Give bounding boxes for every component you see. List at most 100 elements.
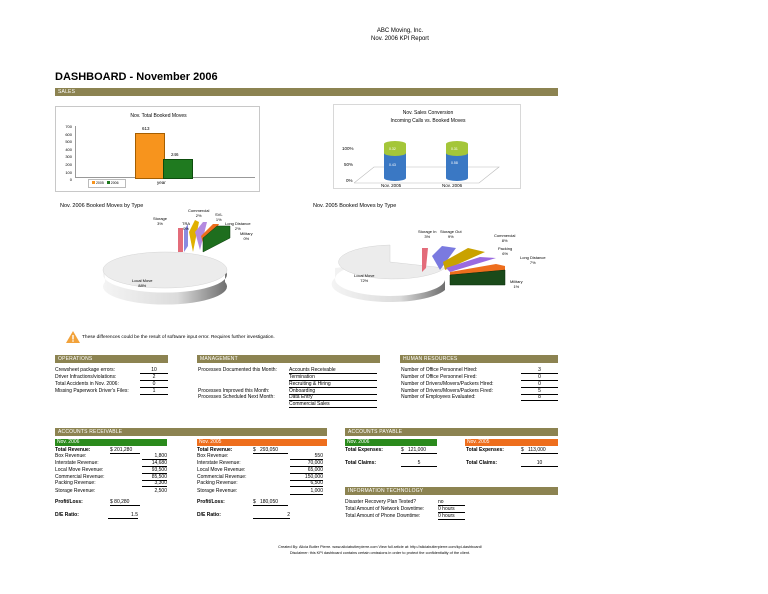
label-local-move: Local Move 88%: [132, 278, 153, 288]
booked-moves-chart: Nov. Total Booked Moves 700 600 500 400 …: [55, 106, 260, 192]
value-2006-top: 0.31: [451, 147, 458, 151]
ar-2005-label-1: Interstate Revenue:: [197, 460, 241, 466]
ap-2006-claims: 5: [401, 460, 437, 467]
ar-2006-value-0: 1,800: [142, 453, 167, 460]
ar-2006-label-4: Packing Revenue:: [55, 480, 96, 486]
label-2006: 246: [171, 152, 179, 157]
chart-title: Nov. 2006 Booked Moves by Type: [60, 203, 144, 209]
footer-credit: Created By: Alicia Butler Pierre. www.al…: [278, 545, 482, 549]
ops-label-0: Crewsheet package errors:: [55, 367, 116, 373]
ap-2006-claims-label: Total Claims:: [345, 460, 377, 466]
ar-nov-2005-header: Nov. 2005: [197, 439, 327, 446]
ar-2005-pl: $ 180,050: [253, 499, 288, 506]
ar-2006-pl-label: Profit/Loss:: [55, 499, 83, 505]
label-storage-in: Storage In 3%: [418, 229, 437, 239]
label-long-distance: Long Distance 7%: [520, 255, 546, 265]
it-value-2: 0 hours: [438, 513, 465, 520]
category-nov-2005: Nov. 2005: [381, 183, 402, 188]
pie-2005-chart: Nov. 2005 Booked Moves by Type Storage I…: [310, 200, 560, 320]
label-storage-out: Storage Out 9%: [440, 229, 462, 239]
ar-2005-total-label: Total Revenue:: [197, 447, 233, 453]
y-tick-100: 100%: [342, 146, 354, 151]
ar-2006-de: 1.5: [108, 512, 138, 519]
ar-2005-value-5: 1,000: [290, 488, 323, 495]
hr-value-2: 0: [521, 381, 558, 388]
ops-value-0: 10: [140, 367, 168, 374]
label-military: Military 1%: [510, 279, 523, 289]
section-operations: OPERATIONS: [55, 355, 168, 363]
it-value-0: no: [438, 499, 465, 506]
ar-2005-value-4: 6,500: [290, 480, 323, 487]
label-commercial: Commercial 2%: [188, 208, 210, 218]
y-axis-ticks: 700 600 500 400 300 200 100 0: [65, 124, 72, 183]
ap-nov-2006-header: Nov. 2006: [345, 439, 437, 446]
label-military: Military 0%: [240, 231, 253, 241]
x-axis-label: year: [157, 180, 166, 185]
value-2005-bottom: 0.43: [389, 163, 396, 167]
ap-2006-exp: $ 121,000: [401, 447, 437, 454]
value-2005-top: 0.32: [389, 147, 396, 151]
section-human-resources: HUMAN RESOURCES: [400, 355, 558, 363]
it-label-0: Disaster Recovery Plan Tested?: [345, 499, 417, 505]
mgmt-improved-label: Processes Improved this Month:: [198, 388, 270, 394]
hr-value-1: 0: [521, 374, 558, 381]
ar-2005-total: $ 293,050: [253, 447, 288, 454]
y-tick-0: 0%: [346, 178, 353, 183]
value-2006-bottom: 0.58: [451, 161, 458, 165]
hr-label-4: Number of Employees Evaluated:: [401, 394, 476, 400]
ap-2005-exp-label: Total Expenses:: [466, 447, 504, 453]
hr-value-0: 3: [521, 367, 558, 374]
ops-value-1: 2: [140, 374, 168, 381]
ar-2006-pl: $ 80,280: [110, 499, 140, 506]
ops-label-3: Missing Paperwork Driver's Files:: [55, 388, 129, 394]
ar-2006-total: $ 201,280: [110, 447, 140, 454]
hr-label-2: Number of Drivers/Movers/Packers Hired:: [401, 381, 494, 387]
ops-value-3: 1: [140, 388, 168, 395]
sales-conversion-chart: Nov. Sales Conversion Incoming Calls vs.…: [333, 104, 521, 189]
ar-2006-value-2: 93,500: [142, 467, 167, 474]
ar-2005-value-1: 70,000: [290, 460, 323, 467]
ar-2005-value-2: 65,000: [290, 467, 323, 474]
chart-title: Nov. 2005 Booked Moves by Type: [313, 203, 397, 209]
report-header: ABC Moving, Inc. Nov. 2006 KPI Report: [300, 27, 500, 43]
section-information-technology: INFORMATION TECHNOLOGY: [345, 487, 558, 495]
mgmt-item-0: Accounts Receivable: [289, 367, 377, 374]
ops-label-2: Total Accidents in Nov. 2006:: [55, 381, 119, 387]
ar-2006-label-5: Storage Revenue:: [55, 488, 96, 494]
ar-2006-value-1: 14,680: [142, 460, 167, 467]
it-label-1: Total Amount of Network Downtime:: [345, 506, 425, 512]
mgmt-item-5: Commercial Sales: [289, 401, 377, 408]
label-2005: 613: [142, 126, 150, 131]
ar-2006-de-label: D/E Ratio:: [55, 512, 79, 518]
hr-label-1: Number of Office Personnel Fired:: [401, 374, 477, 380]
footer-disclaimer: Disclaimer: this KPI dashboard contains …: [289, 551, 471, 555]
ar-2005-label-5: Storage Revenue:: [197, 488, 238, 494]
report-name: Nov. 2006 KPI Report: [371, 36, 429, 42]
section-sales: SALES: [55, 88, 558, 96]
ar-nov-2006-header: Nov. 2006: [55, 439, 167, 446]
mgmt-scheduled-label: Processes Scheduled Next Month:: [198, 394, 275, 400]
ops-value-2: 0: [140, 381, 168, 388]
pie-2005-graphic: [331, 244, 506, 303]
label-tra: TRA 0%: [182, 221, 190, 231]
mgmt-item-3: Onboarding: [289, 388, 377, 395]
chart-title: Nov. Total Booked Moves: [130, 113, 187, 119]
ap-2005-exp: $ 113,000: [521, 447, 558, 454]
floor-plane: [354, 166, 500, 184]
ar-2005-label-2: Local Move Revenue:: [197, 467, 246, 473]
bar-2006: [163, 159, 193, 179]
hr-value-4: 8: [521, 394, 558, 401]
legend: 2005 2006: [88, 179, 126, 188]
chart-subtitle: Incoming Calls vs. Booked Moves: [390, 118, 466, 124]
label-long-distance: Long Distance 2%: [225, 221, 251, 231]
ar-2006-value-3: 85,500: [142, 474, 167, 481]
label-svl: SVL 1%: [215, 212, 223, 222]
ar-2006-label-3: Commercial Revenue:: [55, 474, 105, 480]
ar-2006-label-0: Box Revenue:: [55, 453, 87, 459]
ar-2005-de-label: D/E Ratio:: [197, 512, 221, 518]
mgmt-item-1: Termination: [289, 374, 377, 381]
legend-swatch-2006: [106, 181, 110, 184]
section-accounts-payable: ACCOUNTS PAYABLE: [345, 428, 558, 436]
ar-2005-label-3: Commercial Revenue:: [197, 474, 247, 480]
page-title: DASHBOARD - November 2006: [55, 71, 218, 83]
